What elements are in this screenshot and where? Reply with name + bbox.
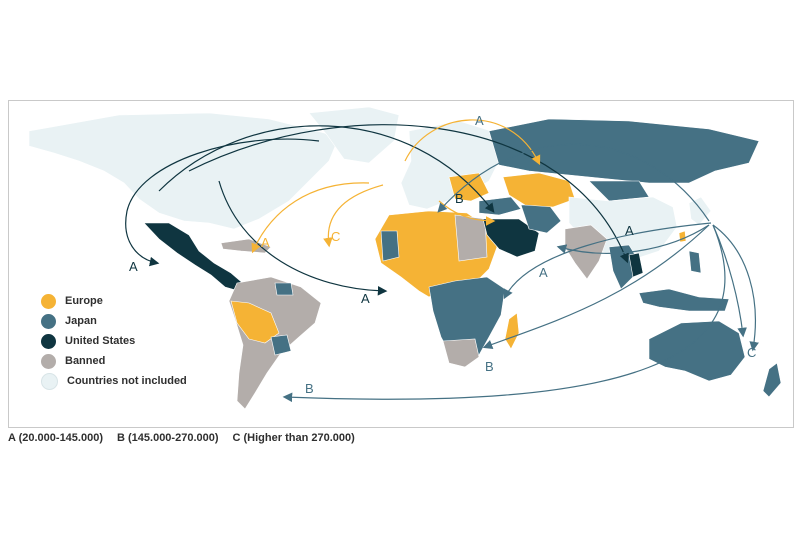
legend-item-europe: Europe bbox=[41, 291, 187, 311]
flow-label-eu-caribbean: A bbox=[261, 235, 270, 250]
legend-swatch bbox=[41, 313, 56, 329]
range-a: A (20.000-145.000) bbox=[8, 432, 103, 444]
flow-label-jp-india: A bbox=[539, 265, 548, 280]
flow-eu-to-central-asia bbox=[404, 119, 541, 166]
range-c: C (Higher than 270.000) bbox=[232, 432, 355, 444]
arabian-peninsula-us bbox=[482, 218, 540, 258]
libya-banned bbox=[454, 214, 488, 262]
flow-jp-to-south-america bbox=[282, 224, 726, 403]
legend-swatch bbox=[41, 353, 56, 369]
flow-label-jp-australia: C bbox=[747, 345, 756, 360]
philippines-japan bbox=[688, 250, 702, 274]
europe-landmass bbox=[400, 120, 500, 210]
russia-japan bbox=[488, 118, 760, 184]
legend-label: Countries not included bbox=[67, 375, 187, 387]
paraguay-japan bbox=[270, 334, 292, 356]
legend-swatch bbox=[41, 372, 58, 390]
flow-jp-to-east-africa bbox=[503, 222, 712, 300]
north-america bbox=[28, 112, 340, 230]
australia-japan bbox=[648, 320, 746, 382]
flow-jp-to-pacific-islands bbox=[712, 224, 759, 352]
indonesia-japan bbox=[638, 288, 730, 312]
legend-item-banned: Banned bbox=[41, 351, 187, 371]
mauritania-japan bbox=[380, 230, 400, 262]
flow-jp-to-africa bbox=[482, 224, 710, 349]
flow-jp-to-india bbox=[556, 224, 710, 254]
mongolia-japan bbox=[588, 180, 650, 202]
greenland bbox=[308, 106, 400, 164]
central-asia-europe bbox=[502, 172, 576, 208]
flow-label-jp-south-america: B bbox=[305, 381, 314, 396]
legend-label: Europe bbox=[65, 295, 103, 307]
flow-label-eu-atlantic: C bbox=[331, 229, 340, 244]
flow-label-us-africa: A bbox=[361, 291, 370, 306]
flow-label-us-mexico: A bbox=[129, 259, 138, 274]
flow-us-to-southeast-asia bbox=[188, 124, 629, 264]
world-map: A A A C B A A A B C B Europe Japan Unite… bbox=[8, 100, 794, 428]
guyana-japan bbox=[274, 282, 294, 296]
flow-us-to-middle-east bbox=[158, 125, 495, 213]
flow-label-jp-africa: B bbox=[485, 359, 494, 374]
range-caption: A (20.000-145.000) B (145.000-270.000) C… bbox=[8, 432, 355, 444]
legend-item-united-states: United States bbox=[41, 331, 187, 351]
legend-swatch bbox=[41, 293, 56, 309]
legend-swatch bbox=[41, 333, 56, 349]
flow-jp-to-australia bbox=[712, 224, 747, 338]
flow-label-eu-middle-east: B bbox=[455, 191, 464, 206]
flow-label-eu-asia: A bbox=[625, 223, 634, 238]
range-b: B (145.000-270.000) bbox=[117, 432, 219, 444]
turkey-japan bbox=[478, 196, 522, 216]
flow-eu-to-caribbean bbox=[251, 182, 370, 254]
new-zealand-japan bbox=[762, 362, 782, 398]
legend-item-japan: Japan bbox=[41, 311, 187, 331]
flow-jp-to-atlantic-europe bbox=[437, 143, 710, 222]
flow-us-to-mexico bbox=[125, 138, 320, 267]
madagascar-europe bbox=[504, 312, 520, 350]
legend-label: United States bbox=[65, 335, 136, 347]
legend-item-not-included: Countries not included bbox=[41, 371, 187, 391]
legend-label: Japan bbox=[65, 315, 97, 327]
japan-islands bbox=[688, 196, 712, 226]
legend-label: Banned bbox=[65, 355, 106, 367]
flow-label-top: A bbox=[475, 113, 484, 128]
flow-us-to-africa bbox=[218, 180, 388, 296]
flow-eu-to-atlantic bbox=[323, 184, 384, 248]
vietnam-us bbox=[628, 252, 644, 278]
mexico-central-america bbox=[143, 222, 246, 292]
south-africa-banned bbox=[442, 338, 480, 368]
map-legend: Europe Japan United States Banned Countr… bbox=[41, 291, 187, 391]
